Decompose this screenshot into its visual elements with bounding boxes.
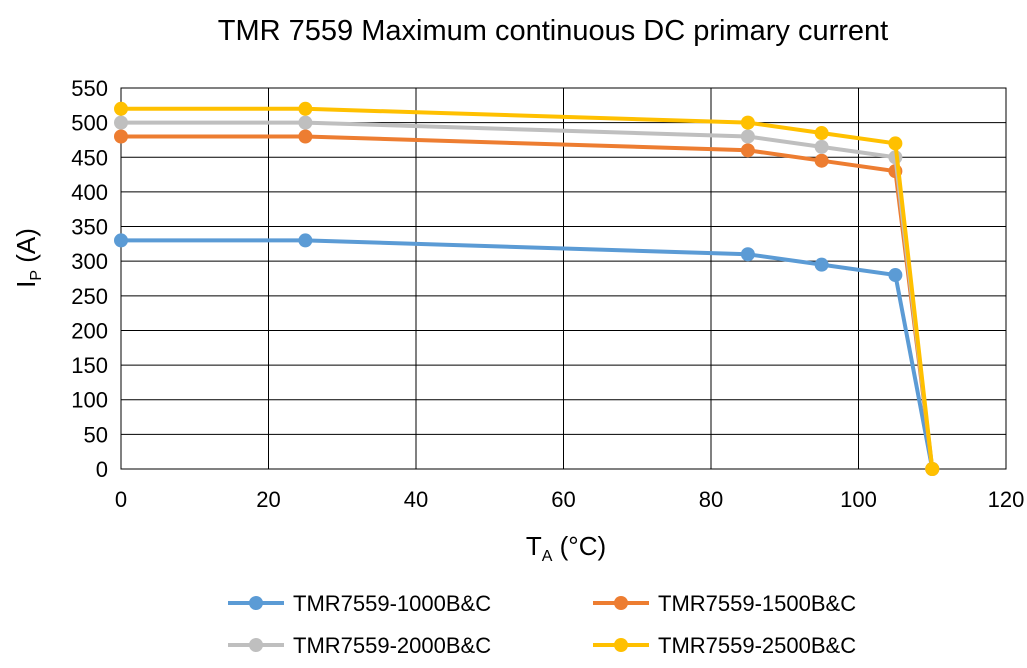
data-point	[740, 115, 755, 130]
x-tick-label: 120	[988, 487, 1025, 512]
data-point	[740, 129, 755, 144]
legend-label: TMR7559-1000B&C	[293, 591, 491, 616]
x-axis-label: TA (°C)	[526, 531, 606, 565]
data-point	[298, 129, 313, 144]
y-tick-label: 100	[71, 388, 108, 413]
data-point	[298, 101, 313, 116]
data-point	[114, 233, 128, 248]
y-tick-label: 400	[71, 180, 108, 205]
x-tick-label: 80	[699, 487, 723, 512]
legend-item: TMR7559-2500B&C	[593, 633, 856, 658]
legend: TMR7559-1000B&C TMR7559-1500B&C TMR7559-20…	[228, 591, 856, 658]
legend-label: TMR7559-2500B&C	[658, 633, 856, 658]
data-point	[740, 247, 755, 262]
legend-marker	[614, 596, 628, 610]
legend-label: TMR7559-2000B&C	[293, 633, 491, 658]
y-tick-label: 350	[71, 215, 108, 240]
data-point	[888, 136, 903, 151]
data-point	[814, 257, 829, 272]
y-tick-label: 200	[71, 318, 108, 343]
plot-area-border	[120, 87, 1007, 470]
series-group	[114, 101, 940, 476]
data-point	[814, 139, 829, 154]
series-line	[121, 106, 935, 470]
chart-title: TMR 7559 Maximum continuous DC primary c…	[218, 15, 888, 47]
x-tick-label: 100	[840, 487, 877, 512]
y-tick-label: 550	[71, 76, 108, 101]
y-tick-label: 450	[71, 145, 108, 170]
legend-item: TMR7559-1000B&C	[228, 591, 491, 616]
y-axis-label: IP (A)	[11, 228, 45, 288]
data-point	[814, 153, 829, 168]
series-4	[114, 101, 940, 476]
series-line	[121, 238, 935, 470]
legend-marker	[249, 596, 263, 610]
data-point	[298, 115, 313, 130]
legend-marker	[614, 638, 628, 652]
y-tick-label: 500	[71, 111, 108, 136]
data-point	[814, 126, 829, 141]
x-tick-label: 40	[404, 487, 428, 512]
legend-label: TMR7559-1500B&C	[658, 591, 856, 616]
y-tick-label: 50	[84, 422, 108, 447]
y-tick-labels: 0 50 100 150 200 250 300 350 400 450 500 550	[71, 76, 108, 482]
y-tick-label: 250	[71, 284, 108, 309]
y-tick-label: 300	[71, 249, 108, 274]
data-point	[740, 143, 755, 158]
x-tick-labels: 0 20 40 60 80 100 120	[115, 487, 1024, 512]
y-tick-label: 0	[96, 457, 108, 482]
legend-item: TMR7559-2000B&C	[228, 633, 491, 658]
x-tick-label: 20	[256, 487, 280, 512]
data-point	[925, 462, 940, 476]
data-point	[114, 101, 128, 116]
data-point	[114, 115, 128, 130]
x-tick-label: 0	[115, 487, 127, 512]
series-line	[121, 134, 935, 470]
series-1	[114, 233, 940, 476]
data-point	[888, 268, 903, 283]
legend-marker	[249, 638, 263, 652]
x-tick-label: 60	[551, 487, 575, 512]
series-2	[114, 129, 940, 476]
legend-item: TMR7559-1500B&C	[593, 591, 856, 616]
y-tick-label: 150	[71, 353, 108, 378]
data-point	[298, 233, 313, 248]
data-point	[114, 129, 128, 144]
